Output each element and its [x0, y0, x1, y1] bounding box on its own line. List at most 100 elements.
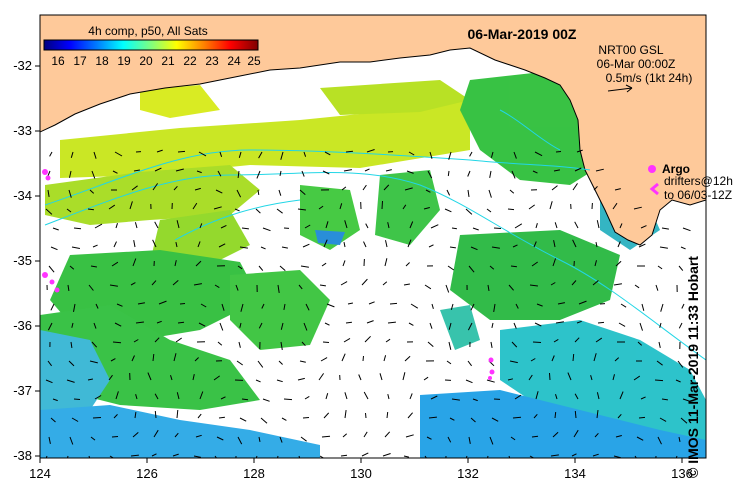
- current-vector: [447, 436, 452, 443]
- current-vector: [385, 240, 388, 248]
- current-vector: [299, 360, 306, 363]
- current-vector: [152, 353, 155, 362]
- current-vector: [489, 436, 494, 445]
- current-vector: [510, 265, 517, 268]
- current-vector: [383, 184, 390, 191]
- current-vector: [659, 246, 668, 249]
- current-vector: [213, 206, 222, 210]
- colorbar-tick: 20: [139, 54, 153, 68]
- current-vector: [531, 261, 538, 267]
- current-vector: [71, 246, 80, 249]
- current-vector: [427, 341, 434, 347]
- current-vector: [345, 150, 354, 153]
- current-vector: [447, 265, 455, 271]
- current-vector: [262, 398, 270, 402]
- current-vector: [47, 189, 50, 197]
- current-vector: [385, 338, 391, 343]
- current-vector: [362, 355, 364, 362]
- current-vector: [409, 393, 413, 400]
- current-vector: [131, 355, 135, 362]
- current-vector: [304, 395, 310, 400]
- current-vector: [133, 169, 140, 172]
- current-vector: [614, 188, 621, 191]
- current-vector: [379, 373, 383, 381]
- current-vector: [109, 284, 118, 287]
- current-vector: [678, 322, 683, 329]
- current-vector: [325, 393, 329, 400]
- current-vector: [574, 221, 579, 229]
- current-vector: [154, 393, 159, 400]
- current-vector: [365, 223, 369, 229]
- current-vector: [489, 265, 495, 270]
- current-vector: [90, 436, 96, 441]
- current-vector: [363, 431, 368, 438]
- current-vector: [240, 303, 244, 312]
- current-vector: [555, 321, 564, 324]
- current-vector: [220, 224, 227, 229]
- current-vector: [279, 170, 282, 176]
- current-vector: [491, 246, 500, 249]
- y-axis: -32 -33 -34 -35 -36 -37 -38: [13, 58, 40, 463]
- current-vector: [324, 322, 330, 326]
- argo-legend-label: Argo: [662, 162, 690, 176]
- current-vector: [682, 398, 690, 402]
- current-vector: [407, 412, 413, 419]
- current-vector: [530, 358, 536, 362]
- current-vector: [196, 170, 202, 174]
- current-vector: [173, 185, 178, 191]
- argo-float: [488, 357, 494, 363]
- current-vector: [158, 300, 167, 305]
- current-vector: [177, 150, 186, 153]
- current-vector: [176, 409, 179, 419]
- current-vector: [431, 303, 434, 309]
- current-vector: [633, 375, 641, 381]
- current-vector: [48, 265, 55, 273]
- current-vector: [389, 302, 398, 305]
- current-vector: [508, 284, 514, 291]
- current-vector: [444, 208, 452, 213]
- current-vector: [555, 394, 558, 400]
- current-vector: [52, 227, 59, 231]
- current-vector: [137, 302, 145, 305]
- current-vector: [66, 455, 69, 458]
- argo-float: [42, 272, 48, 278]
- current-vector: [116, 303, 123, 307]
- info-block: NRT00 GSL 06-Mar 00:00Z 0.5m/s (1kt 24h): [597, 43, 692, 93]
- current-vector: [661, 227, 669, 230]
- current-vector: [213, 375, 220, 381]
- current-vector: [217, 341, 223, 346]
- current-vector: [154, 337, 160, 343]
- argo-float: [45, 175, 51, 181]
- current-vector: [277, 455, 279, 458]
- current-vector: [280, 151, 284, 160]
- current-vector: [172, 280, 179, 286]
- current-vector: [156, 320, 162, 324]
- current-vector: [529, 284, 538, 287]
- current-vector: [472, 398, 478, 402]
- current-vector: [198, 322, 206, 327]
- current-vector: [365, 412, 367, 419]
- current-vector: [424, 455, 428, 458]
- colorbar-tick: 22: [183, 54, 197, 68]
- current-vector: [514, 223, 523, 229]
- current-vectors: [45, 149, 691, 458]
- current-vector: [239, 322, 242, 328]
- current-vector: [536, 303, 543, 307]
- current-vector: [73, 398, 81, 400]
- current-vector: [48, 436, 51, 444]
- current-vector: [170, 375, 173, 381]
- current-vector: [194, 187, 201, 191]
- colorbar-tick: 24: [227, 54, 241, 68]
- current-vector: [425, 189, 431, 193]
- current-vector: [174, 260, 177, 267]
- current-vector: [403, 283, 410, 286]
- current-vector: [257, 360, 264, 368]
- current-vector: [641, 303, 645, 311]
- argo-float: [488, 376, 492, 380]
- current-vector: [281, 417, 287, 421]
- x-tick-label: 128: [243, 466, 265, 481]
- current-vector: [318, 205, 324, 210]
- current-vector: [176, 220, 180, 229]
- x-tick-label: 136: [671, 466, 693, 481]
- colorbar-tick: 19: [117, 54, 131, 68]
